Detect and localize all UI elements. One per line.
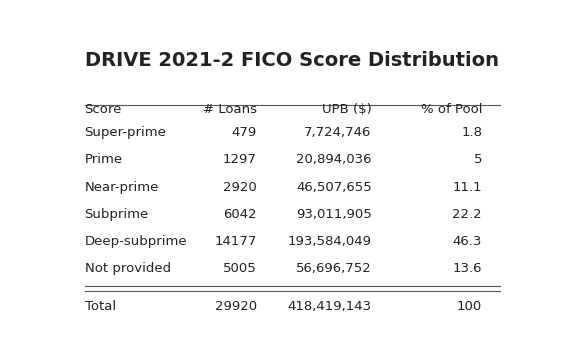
Text: 479: 479 — [231, 126, 256, 139]
Text: 193,584,049: 193,584,049 — [288, 235, 372, 248]
Text: Subprime: Subprime — [84, 208, 149, 221]
Text: 2920: 2920 — [223, 181, 256, 193]
Text: 22.2: 22.2 — [453, 208, 482, 221]
Text: 46.3: 46.3 — [453, 235, 482, 248]
Text: 11.1: 11.1 — [453, 181, 482, 193]
Text: 46,507,655: 46,507,655 — [296, 181, 372, 193]
Text: 93,011,905: 93,011,905 — [296, 208, 372, 221]
Text: UPB ($): UPB ($) — [322, 103, 372, 116]
Text: 100: 100 — [457, 300, 482, 313]
Text: % of Pool: % of Pool — [421, 103, 482, 116]
Text: 20,894,036: 20,894,036 — [296, 153, 372, 166]
Text: 29920: 29920 — [215, 300, 256, 313]
Text: 1.8: 1.8 — [461, 126, 482, 139]
Text: 56,696,752: 56,696,752 — [296, 262, 372, 275]
Text: Near-prime: Near-prime — [84, 181, 159, 193]
Text: # Loans: # Loans — [203, 103, 256, 116]
Text: 1297: 1297 — [223, 153, 256, 166]
Text: 6042: 6042 — [223, 208, 256, 221]
Text: 14177: 14177 — [214, 235, 256, 248]
Text: Score: Score — [84, 103, 122, 116]
Text: 5: 5 — [474, 153, 482, 166]
Text: 7,724,746: 7,724,746 — [304, 126, 372, 139]
Text: 13.6: 13.6 — [453, 262, 482, 275]
Text: 418,419,143: 418,419,143 — [287, 300, 372, 313]
Text: Not provided: Not provided — [84, 262, 170, 275]
Text: Total: Total — [84, 300, 116, 313]
Text: Prime: Prime — [84, 153, 123, 166]
Text: DRIVE 2021-2 FICO Score Distribution: DRIVE 2021-2 FICO Score Distribution — [84, 51, 499, 70]
Text: Deep-subprime: Deep-subprime — [84, 235, 187, 248]
Text: Super-prime: Super-prime — [84, 126, 166, 139]
Text: 5005: 5005 — [223, 262, 256, 275]
